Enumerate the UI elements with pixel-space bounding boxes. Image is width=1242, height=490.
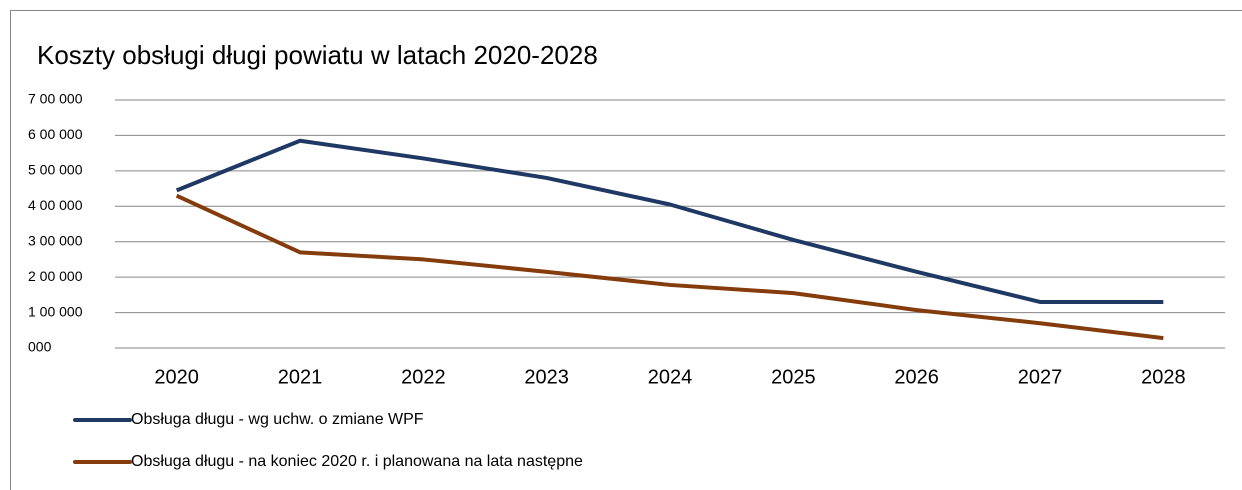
x-tick-label: 2027 — [1018, 366, 1063, 388]
y-tick-label: 000 — [28, 339, 52, 355]
y-tick-label: 2 00 000 — [28, 268, 83, 284]
x-tick-label: 2023 — [524, 366, 569, 388]
y-tick-label: 4 00 000 — [28, 197, 83, 213]
y-tick-label: 1 00 000 — [28, 303, 83, 319]
x-tick-label: 2026 — [894, 366, 939, 388]
y-tick-label: 3 00 000 — [28, 232, 83, 248]
x-tick-label: 2024 — [648, 366, 693, 388]
y-tick-label: 7 00 000 — [28, 91, 83, 107]
legend-label: Obsługa długu - wg uchw. o zmiane WPF — [131, 411, 424, 428]
y-tick-label: 5 00 000 — [28, 162, 83, 178]
x-tick-label: 2020 — [154, 366, 199, 388]
x-tick-label: 2028 — [1141, 366, 1186, 388]
chart-frame — [10, 10, 1242, 490]
x-tick-label: 2021 — [278, 366, 323, 388]
chart-title: Koszty obsługi długi powiatu w latach 20… — [37, 40, 598, 70]
data-line — [175, 193, 1164, 341]
x-tick-label: 2025 — [771, 366, 816, 388]
data-line — [175, 138, 1164, 304]
legend-label: Obsługa długu - na koniec 2020 r. i plan… — [131, 453, 583, 470]
y-tick-label: 6 00 000 — [28, 126, 83, 142]
x-tick-label: 2022 — [401, 366, 446, 388]
